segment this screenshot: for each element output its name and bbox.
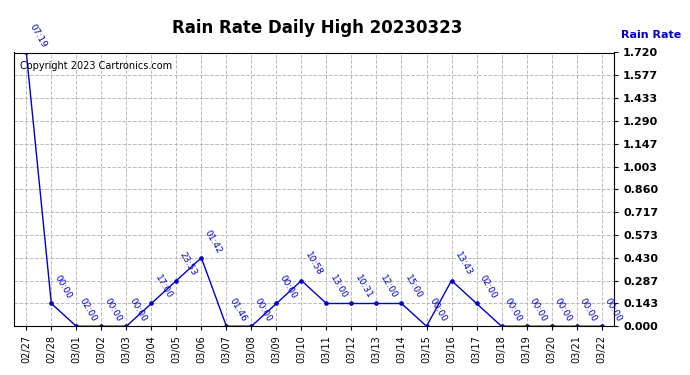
Text: 01:46: 01:46 <box>228 297 248 324</box>
Text: 00:00: 00:00 <box>503 297 524 324</box>
Text: 13:00: 13:00 <box>328 274 348 301</box>
Text: 00:00: 00:00 <box>52 274 73 301</box>
Text: 00:00: 00:00 <box>528 297 549 324</box>
Text: 13:43: 13:43 <box>453 251 473 278</box>
Text: 01:42: 01:42 <box>203 228 224 255</box>
Text: 10:58: 10:58 <box>303 251 324 278</box>
Text: 00:00: 00:00 <box>553 297 573 324</box>
Text: Rain Rate Daily High 20230323: Rain Rate Daily High 20230323 <box>172 19 462 37</box>
Text: 17:00: 17:00 <box>152 274 173 301</box>
Text: 15:00: 15:00 <box>403 274 424 301</box>
Text: 00:00: 00:00 <box>603 297 624 324</box>
Text: 07:19: 07:19 <box>28 23 48 50</box>
Text: 23:53: 23:53 <box>178 251 199 278</box>
Text: 00:00: 00:00 <box>128 297 148 324</box>
Text: 10:31: 10:31 <box>353 274 373 301</box>
Text: Rain Rate  (Inches/Hour): Rain Rate (Inches/Hour) <box>621 30 690 40</box>
Text: 00:00: 00:00 <box>428 297 448 324</box>
Text: 12:00: 12:00 <box>378 274 399 301</box>
Text: 00:00: 00:00 <box>278 274 299 301</box>
Text: 00:00: 00:00 <box>253 297 273 324</box>
Text: 00:00: 00:00 <box>578 297 599 324</box>
Text: 02:00: 02:00 <box>78 297 99 324</box>
Text: Copyright 2023 Cartronics.com: Copyright 2023 Cartronics.com <box>20 61 172 71</box>
Text: 02:00: 02:00 <box>478 274 499 301</box>
Text: 00:00: 00:00 <box>103 297 124 324</box>
